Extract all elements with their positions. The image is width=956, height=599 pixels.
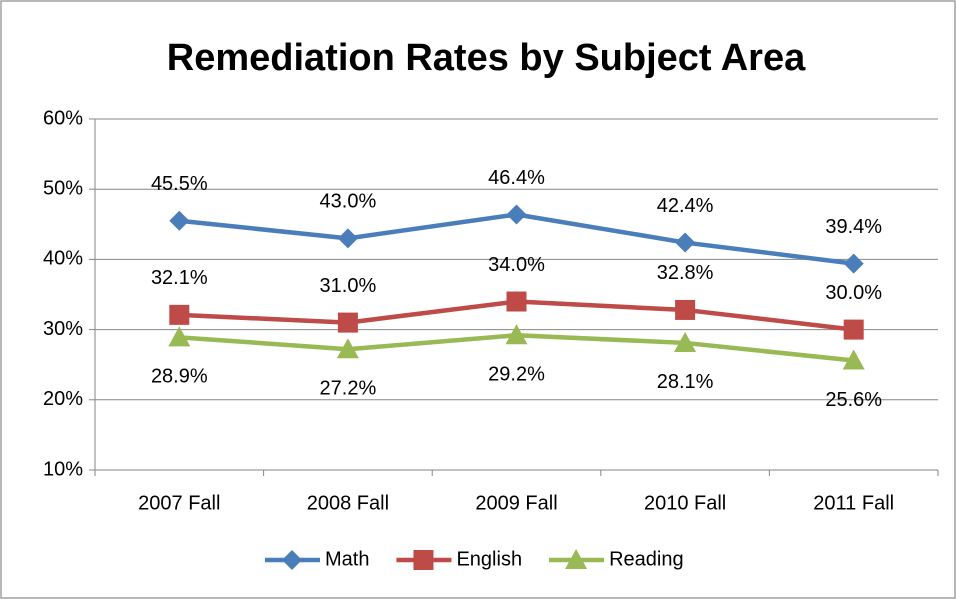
data-label: 32.8% [657, 262, 714, 284]
data-point [169, 304, 190, 325]
data-point [505, 324, 528, 345]
data-point [169, 210, 190, 231]
data-point [336, 338, 359, 359]
data-label: 42.4% [657, 195, 714, 217]
data-point [168, 326, 191, 347]
x-tick-label: 2009 Fall [475, 492, 557, 514]
data-label: 31.0% [320, 275, 377, 297]
data-point [675, 232, 696, 253]
x-tick-label: 2010 Fall [644, 492, 726, 514]
data-label: 45.5% [151, 173, 208, 195]
x-tick-label: 2008 Fall [307, 492, 389, 514]
legend-marker [565, 549, 588, 569]
data-point [843, 253, 864, 274]
x-tick-label: 2007 Fall [138, 492, 220, 514]
legend-marker [282, 550, 302, 570]
data-point [843, 319, 864, 340]
data-label: 30.0% [825, 282, 882, 304]
data-point [506, 291, 527, 312]
data-label: 27.2% [320, 378, 377, 400]
data-point [842, 349, 865, 370]
legend-marker [413, 550, 434, 570]
legend-label: Math [325, 548, 369, 570]
data-label: 25.6% [825, 389, 882, 411]
data-point [675, 299, 696, 320]
data-point [506, 204, 527, 225]
y-tick-label: 40% [43, 248, 83, 270]
y-tick-label: 50% [43, 177, 83, 199]
data-label: 46.4% [488, 167, 545, 189]
legend-label: Reading [609, 548, 684, 570]
data-label: 29.2% [488, 363, 545, 385]
legend-label: English [456, 548, 522, 570]
data-label: 34.0% [488, 254, 545, 276]
y-tick-label: 30% [43, 318, 83, 340]
data-point [337, 228, 358, 249]
y-tick-label: 10% [43, 458, 83, 480]
data-label: 28.1% [657, 371, 714, 393]
data-label: 39.4% [825, 216, 882, 238]
chart-title: Remediation Rates by Subject Area [167, 37, 806, 79]
data-label: 43.0% [320, 191, 377, 213]
y-tick-label: 60% [43, 107, 83, 129]
x-tick-label: 2011 Fall [813, 492, 894, 514]
data-label: 28.9% [151, 366, 208, 388]
data-point [337, 312, 358, 333]
data-label: 32.1% [151, 267, 208, 289]
data-point [674, 331, 697, 352]
y-tick-label: 20% [43, 388, 83, 410]
